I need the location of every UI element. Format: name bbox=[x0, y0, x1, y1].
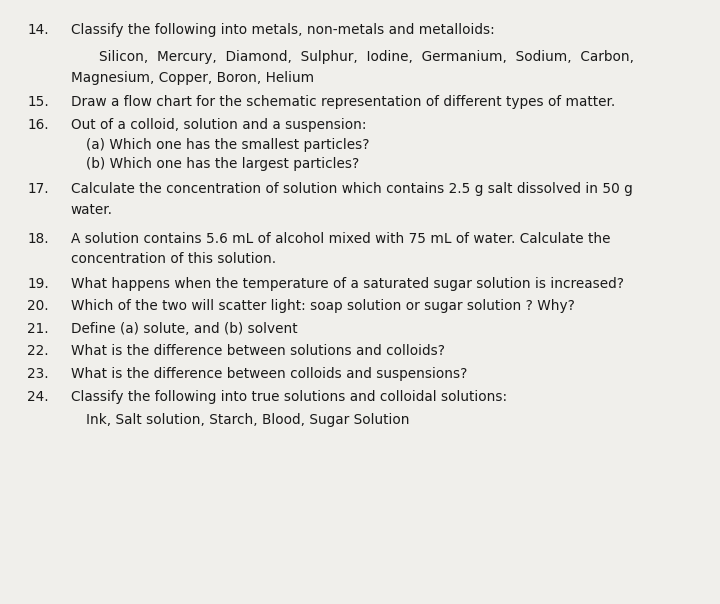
Text: 18.: 18. bbox=[27, 232, 49, 246]
Text: 23.: 23. bbox=[27, 367, 49, 381]
Text: (a) Which one has the smallest particles?: (a) Which one has the smallest particles… bbox=[86, 138, 370, 152]
Text: Calculate the concentration of solution which contains 2.5 g salt dissolved in 5: Calculate the concentration of solution … bbox=[71, 182, 632, 196]
Text: 20.: 20. bbox=[27, 299, 49, 313]
Text: 17.: 17. bbox=[27, 182, 49, 196]
Text: 16.: 16. bbox=[27, 118, 49, 132]
Text: Define (a) solute, and (b) solvent: Define (a) solute, and (b) solvent bbox=[71, 322, 297, 336]
Text: What is the difference between solutions and colloids?: What is the difference between solutions… bbox=[71, 344, 444, 358]
Text: Out of a colloid, solution and a suspension:: Out of a colloid, solution and a suspens… bbox=[71, 118, 366, 132]
Text: Which of the two will scatter light: soap solution or sugar solution ? Why?: Which of the two will scatter light: soa… bbox=[71, 299, 575, 313]
Text: Silicon,  Mercury,  Diamond,  Sulphur,  Iodine,  Germanium,  Sodium,  Carbon,: Silicon, Mercury, Diamond, Sulphur, Iodi… bbox=[99, 50, 634, 64]
Text: water.: water. bbox=[71, 203, 112, 217]
Text: 24.: 24. bbox=[27, 390, 49, 403]
Text: Classify the following into metals, non-metals and metalloids:: Classify the following into metals, non-… bbox=[71, 23, 495, 37]
Text: (b) Which one has the largest particles?: (b) Which one has the largest particles? bbox=[86, 157, 360, 171]
Text: 21.: 21. bbox=[27, 322, 49, 336]
Text: What is the difference between colloids and suspensions?: What is the difference between colloids … bbox=[71, 367, 467, 381]
Text: Ink, Salt solution, Starch, Blood, Sugar Solution: Ink, Salt solution, Starch, Blood, Sugar… bbox=[86, 413, 410, 426]
Text: 14.: 14. bbox=[27, 23, 49, 37]
Text: 22.: 22. bbox=[27, 344, 49, 358]
Text: 19.: 19. bbox=[27, 277, 49, 291]
Text: What happens when the temperature of a saturated sugar solution is increased?: What happens when the temperature of a s… bbox=[71, 277, 624, 291]
Text: Classify the following into true solutions and colloidal solutions:: Classify the following into true solutio… bbox=[71, 390, 507, 403]
Text: Magnesium, Copper, Boron, Helium: Magnesium, Copper, Boron, Helium bbox=[71, 71, 314, 85]
Text: A solution contains 5.6 mL of alcohol mixed with 75 mL of water. Calculate the: A solution contains 5.6 mL of alcohol mi… bbox=[71, 232, 610, 246]
Text: 15.: 15. bbox=[27, 95, 49, 109]
Text: concentration of this solution.: concentration of this solution. bbox=[71, 252, 276, 266]
Text: Draw a flow chart for the schematic representation of different types of matter.: Draw a flow chart for the schematic repr… bbox=[71, 95, 615, 109]
